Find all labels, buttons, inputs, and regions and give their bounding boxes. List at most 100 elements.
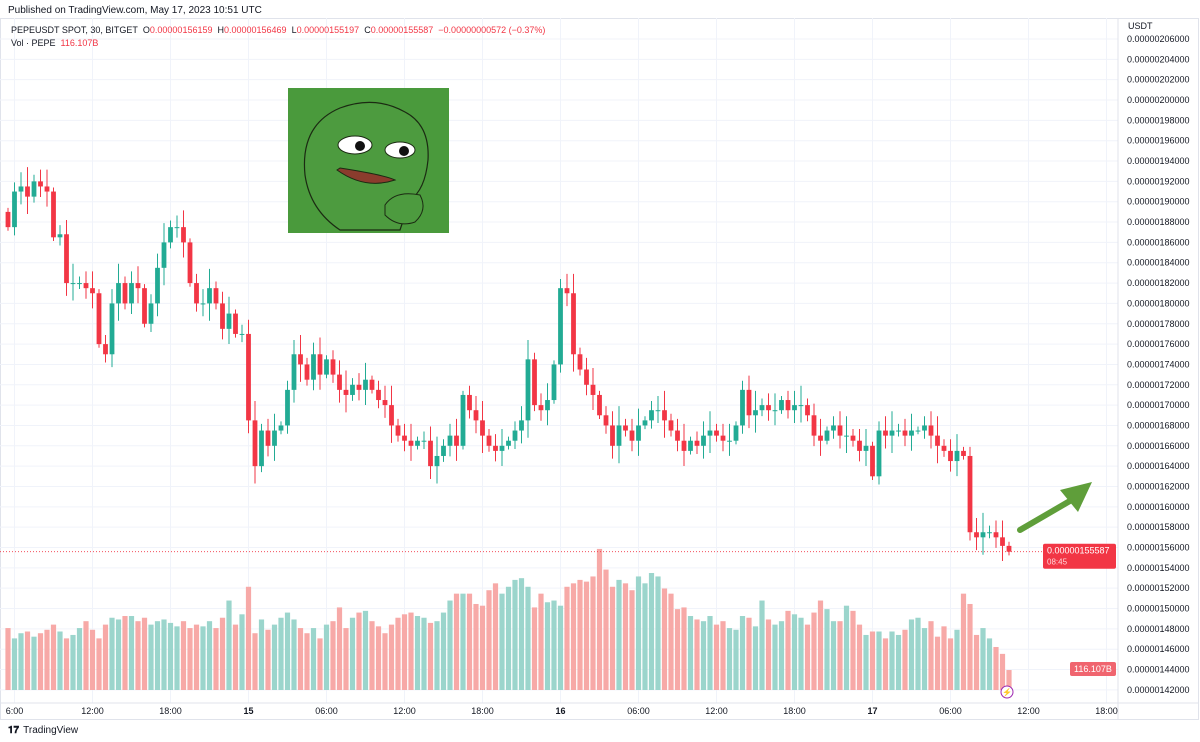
candle-body [948, 450, 953, 462]
candle-body [824, 430, 830, 441]
volume-bar [89, 629, 96, 690]
volume-bar [76, 628, 83, 690]
candle-body [187, 242, 193, 284]
candle-body [857, 440, 862, 451]
candles: ⚡ [0, 167, 1042, 699]
price-tick-label: 0.00000202000 [1127, 75, 1190, 85]
volume-bar [739, 616, 746, 690]
candle-body [285, 389, 290, 426]
candle-body [753, 410, 758, 416]
volume-bar [609, 586, 616, 690]
time-tick-label: 18:00 [1095, 706, 1118, 716]
volume-bar [583, 581, 590, 690]
volume-bar [947, 638, 954, 690]
candle-body [155, 267, 160, 304]
candle-body [870, 445, 875, 477]
candle-body [558, 288, 563, 365]
candle-body [181, 227, 186, 243]
volume-bar [356, 612, 362, 690]
candle-body [278, 425, 284, 431]
price-tick-label: 0.00000162000 [1127, 481, 1190, 491]
volume-bar [863, 634, 869, 690]
candle-body [428, 440, 433, 467]
volume-bar [856, 624, 863, 690]
price-tick-label: 0.00000180000 [1127, 298, 1190, 308]
candle-body [954, 450, 960, 462]
volume-bar [239, 614, 245, 690]
volume-bar [154, 621, 161, 690]
price-tick-label: 0.00000164000 [1127, 461, 1190, 471]
candle-body [636, 425, 641, 441]
volume-bar [460, 593, 466, 690]
candle-body [974, 532, 979, 538]
candle-body [116, 283, 121, 304]
volume-bar [453, 593, 460, 690]
volume-bar [148, 624, 154, 690]
lightning-icon-glyph: ⚡ [1002, 687, 1012, 697]
open-value: 0.00000156159 [149, 25, 213, 35]
volume-bar [941, 626, 947, 690]
candle-body [629, 430, 635, 441]
volume-bar [31, 636, 37, 690]
last-price-label: 0.00000155587 [1047, 546, 1110, 556]
price-tick-label: 0.00000190000 [1127, 197, 1190, 207]
volume-bar [765, 619, 772, 690]
volume-bar [694, 619, 700, 690]
volume-bar [219, 617, 226, 690]
volume-bar [63, 638, 70, 690]
volume-bar [57, 631, 63, 690]
volume-bar [102, 624, 109, 690]
volume-bar [1006, 670, 1012, 690]
candle-body [564, 288, 570, 294]
candle-body [707, 430, 713, 436]
volume-bar [596, 548, 603, 690]
candle-body [356, 384, 362, 390]
candle-body [291, 354, 297, 390]
candle-body [941, 445, 947, 451]
volume-bar [24, 631, 31, 690]
candle-body [64, 234, 69, 284]
volume-bar [902, 629, 908, 690]
volume-bar [245, 586, 252, 690]
volume-bar [551, 600, 557, 690]
volume-bar [50, 624, 57, 690]
lightning-icon [1000, 685, 1014, 699]
volume-bar [824, 609, 830, 690]
candle-body [473, 410, 479, 421]
candle-body [681, 440, 687, 451]
volume-bar [772, 624, 778, 690]
candle-body [746, 389, 752, 416]
candle-body [642, 420, 648, 426]
time-tick-label: 12:00 [1017, 706, 1040, 716]
candle-body [909, 430, 914, 436]
price-tick-label: 0.00000160000 [1127, 502, 1190, 512]
volume-bar [187, 628, 193, 690]
volume-bar [310, 628, 317, 690]
volume-bar [304, 633, 310, 690]
candle-body [148, 303, 154, 324]
price-tick-label: 0.00000188000 [1127, 217, 1190, 227]
time-tick-label: 12:00 [393, 706, 416, 716]
candle-body [408, 440, 414, 446]
volume-bar [622, 583, 629, 690]
candle-body [382, 400, 388, 406]
time-tick-label: 18:00 [471, 706, 494, 716]
candle-body [597, 394, 602, 416]
volume-bar [330, 621, 336, 690]
volume-bar [109, 617, 115, 690]
volume-bar [37, 633, 44, 690]
time-tick-label: 06:00 [315, 706, 338, 716]
candle-body [434, 455, 440, 467]
candle-body [109, 303, 115, 355]
volume-bar [668, 593, 674, 690]
pepe-image [288, 88, 449, 233]
candle-body [421, 440, 427, 442]
volume-bar [837, 621, 843, 690]
candle-body [174, 227, 180, 229]
price-tick-label: 0.00000204000 [1127, 54, 1190, 64]
volume-bar [226, 600, 232, 690]
last-volume-label: 116.107B [1074, 664, 1112, 674]
volume-bar [726, 628, 733, 690]
candle-body [460, 394, 466, 446]
